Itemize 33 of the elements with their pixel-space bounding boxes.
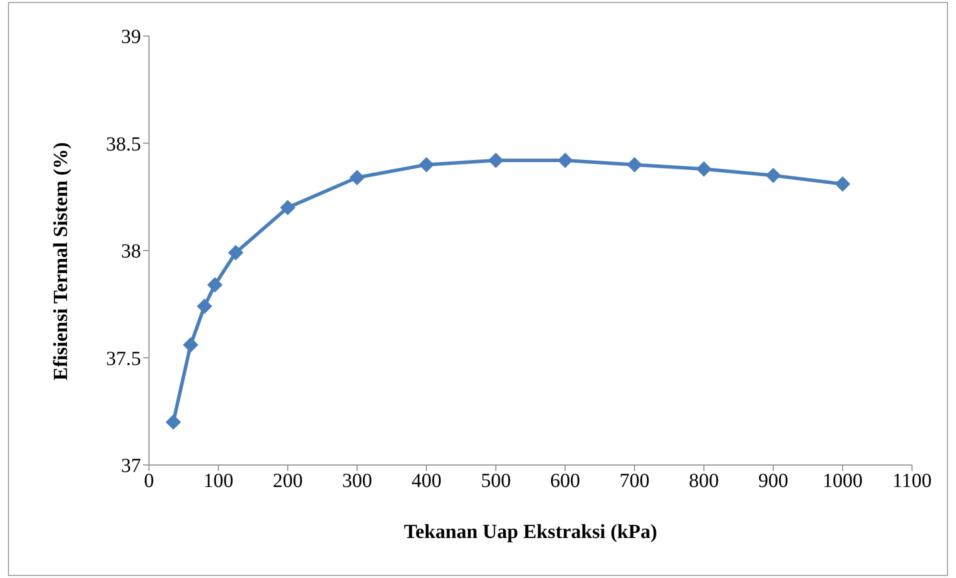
x-axis-title: Tekanan Uap Ekstraksi (kPa) [404, 521, 658, 543]
x-tick-label: 0 [144, 470, 154, 492]
point [166, 414, 181, 430]
x-tick-label: 200 [272, 470, 303, 492]
point [183, 337, 198, 352]
x-tick-label: 1100 [892, 470, 932, 492]
point [207, 277, 222, 292]
x-tick-label: 1000 [822, 470, 863, 492]
point [696, 161, 712, 176]
point [350, 170, 365, 186]
point [488, 152, 504, 168]
y-tick-label: 37 [121, 455, 141, 478]
x-tick-label: 800 [688, 470, 719, 492]
x-tick-label: 100 [203, 470, 234, 492]
point [627, 157, 642, 172]
point [558, 152, 573, 168]
point [228, 245, 244, 260]
x-tick-label: 900 [758, 470, 788, 492]
x-tick-label: 600 [550, 470, 580, 492]
x-tick-label: 400 [411, 470, 442, 492]
point [766, 168, 781, 183]
y-tick-label: 38 [121, 240, 141, 263]
point [835, 176, 850, 192]
y-tick-label: 37.5 [106, 348, 141, 370]
point [418, 157, 434, 172]
y-tick-label: 39 [121, 26, 141, 48]
x-tick-label: 300 [342, 470, 372, 492]
point [280, 200, 296, 216]
x-tick-label: 500 [480, 470, 511, 492]
point [196, 298, 212, 314]
y-axis-title: Efisiensi Termal Sistem (%) [50, 142, 72, 380]
x-tick-label: 700 [620, 470, 650, 492]
y-tick-label: 38.5 [106, 133, 141, 156]
